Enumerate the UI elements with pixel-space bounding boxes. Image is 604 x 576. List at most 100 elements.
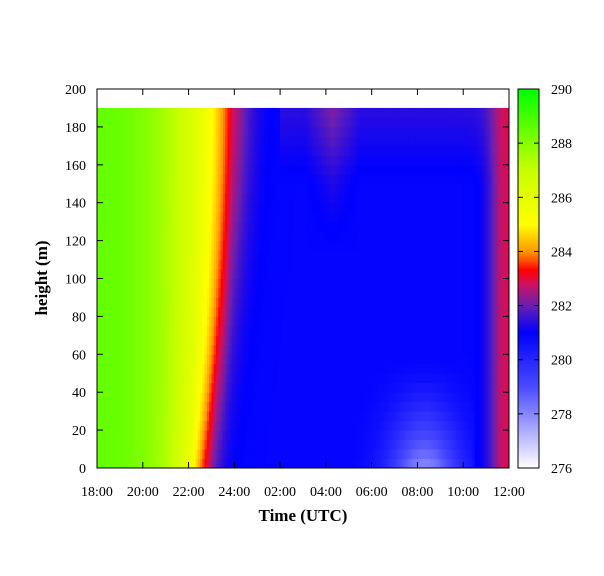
heatmap-cell: [211, 335, 215, 346]
heatmap-cell: [330, 354, 334, 365]
heatmap-cell: [227, 221, 231, 232]
heatmap-cell: [346, 183, 350, 194]
heatmap-cell: [154, 325, 158, 336]
heatmap-cell: [387, 344, 391, 355]
heatmap-cell: [213, 392, 217, 403]
heatmap-cell: [392, 240, 396, 251]
heatmap-cell: [394, 458, 398, 469]
heatmap-cell: [252, 449, 256, 460]
heatmap-cell: [245, 458, 249, 469]
heatmap-cell: [286, 306, 290, 317]
heatmap-cell: [298, 335, 302, 346]
heatmap-cell: [209, 145, 212, 156]
heatmap-cell: [174, 221, 178, 232]
heatmap-cell: [126, 420, 130, 431]
heatmap-cell: [206, 354, 210, 365]
heatmap-cell: [364, 221, 368, 232]
heatmap-cell: [268, 335, 272, 346]
heatmap-cell: [373, 401, 377, 412]
heatmap-cell: [147, 240, 151, 251]
heatmap-cell: [314, 382, 318, 393]
heatmap-cell: [339, 316, 343, 327]
heatmap-cell: [300, 458, 304, 469]
heatmap-cell: [206, 240, 210, 251]
heatmap-cell: [202, 278, 206, 289]
heatmap-cell: [351, 145, 354, 156]
heatmap-cell: [291, 240, 295, 251]
heatmap-cell: [373, 458, 377, 469]
heatmap-cell: [200, 458, 203, 469]
heatmap-cell: [309, 164, 313, 175]
heatmap-cell: [328, 354, 331, 365]
heatmap-cell: [312, 344, 315, 355]
heatmap-cell: [261, 373, 265, 384]
heatmap-cell: [204, 306, 208, 317]
heatmap-cell: [284, 420, 288, 431]
heatmap-cell: [122, 259, 125, 270]
heatmap-cell: [277, 401, 281, 412]
heatmap-cell: [140, 269, 144, 279]
heatmap-cell: [154, 278, 158, 289]
heatmap-cell: [266, 449, 270, 460]
heatmap-cell: [248, 316, 251, 327]
heatmap-cell: [367, 382, 370, 393]
heatmap-cell: [357, 458, 361, 469]
heatmap-cell: [238, 382, 242, 393]
heatmap-cell: [355, 363, 359, 374]
heatmap-cell: [316, 136, 320, 147]
heatmap-cell: [236, 117, 240, 128]
heatmap-cell: [353, 439, 357, 450]
heatmap-cell: [179, 107, 183, 118]
heatmap-cell: [103, 240, 107, 251]
heatmap-cell: [204, 240, 208, 251]
heatmap-cell: [268, 174, 272, 185]
heatmap-cell: [291, 183, 295, 194]
heatmap-cell: [165, 373, 169, 384]
heatmap-cell: [122, 183, 125, 194]
heatmap-cell: [209, 259, 212, 270]
heatmap-cell: [248, 458, 251, 469]
heatmap-cell: [341, 344, 345, 355]
heatmap-cell: [337, 392, 341, 403]
heatmap-cell: [337, 430, 341, 441]
heatmap-cell: [140, 221, 144, 232]
heatmap-cell: [179, 373, 183, 384]
heatmap-cell: [351, 202, 354, 213]
heatmap-cell: [170, 212, 174, 223]
heatmap-cell: [222, 193, 226, 204]
heatmap-cell: [177, 363, 180, 374]
heatmap-cell: [392, 439, 396, 450]
heatmap-cell: [181, 420, 185, 431]
heatmap-cell: [99, 155, 103, 166]
heatmap-cell: [216, 382, 219, 393]
heatmap-cell: [177, 411, 180, 422]
heatmap-cell: [181, 439, 185, 450]
heatmap-cell: [261, 344, 265, 355]
heatmap-cell: [309, 145, 313, 156]
heatmap-cell: [300, 164, 304, 175]
heatmap-cell: [236, 392, 240, 403]
heatmap-cell: [284, 240, 288, 251]
heatmap-cell: [167, 430, 171, 441]
heatmap-cell: [332, 458, 336, 469]
heatmap-cell: [286, 297, 290, 308]
heatmap-cell: [211, 155, 215, 166]
heatmap-cell: [248, 382, 251, 393]
heatmap-cell: [103, 392, 107, 403]
heatmap-cell: [266, 430, 270, 441]
heatmap-cell: [197, 183, 201, 194]
heatmap-cell: [307, 297, 311, 308]
heatmap-cell: [195, 183, 199, 194]
heatmap-cell: [321, 382, 325, 393]
heatmap-cell: [378, 354, 382, 365]
heatmap-cell: [373, 325, 377, 336]
heatmap-cell: [195, 401, 199, 412]
heatmap-cell: [170, 382, 174, 393]
heatmap-cell: [117, 430, 121, 441]
heatmap-cell: [186, 430, 190, 441]
heatmap-cell: [373, 449, 377, 460]
heatmap-cell: [234, 193, 238, 204]
heatmap-cell: [202, 306, 206, 317]
heatmap-cell: [167, 259, 171, 270]
heatmap-cell: [305, 316, 309, 327]
